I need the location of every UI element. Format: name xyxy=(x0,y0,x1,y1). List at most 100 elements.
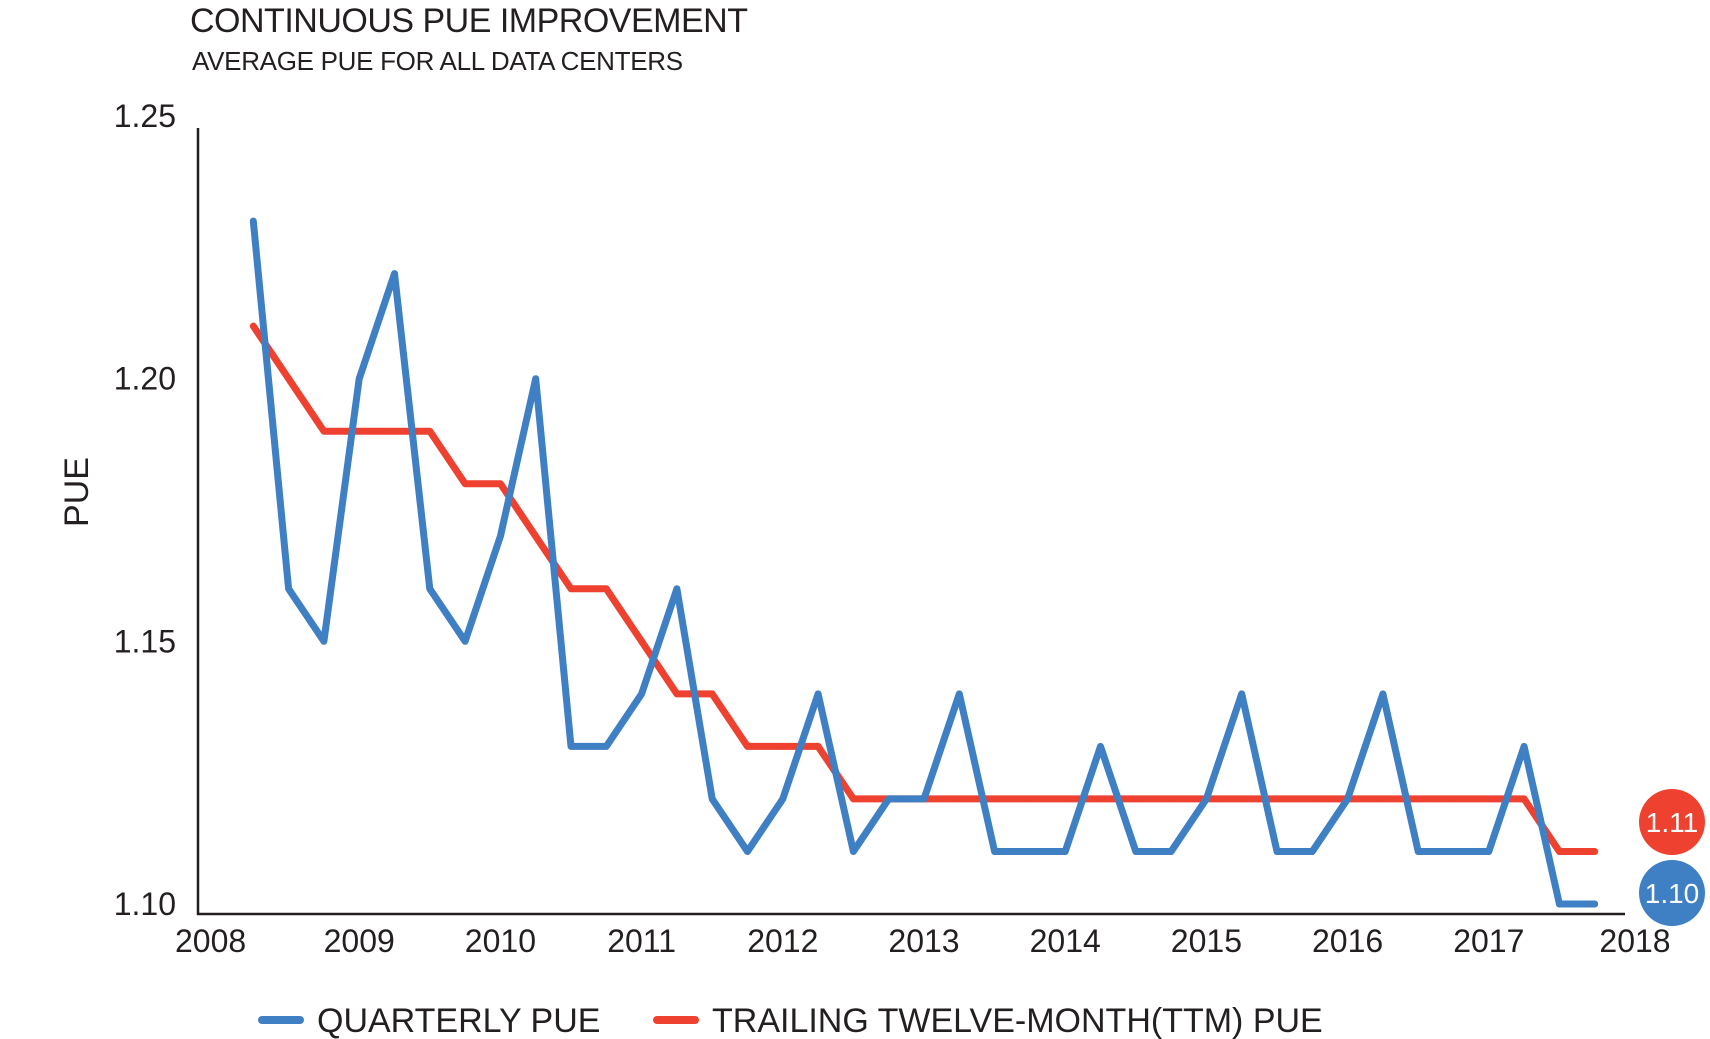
badge-label: 1.10 xyxy=(1645,878,1700,909)
data-point xyxy=(320,638,328,645)
data-point xyxy=(1344,795,1351,803)
data-point xyxy=(1591,848,1598,855)
x-axis-ticks: 2008 2009 2010 2011 2012 2013 2014 2015 2016 2017… xyxy=(175,923,1671,959)
x-tick-label: 2014 xyxy=(1030,923,1101,959)
x-tick-label: 2015 xyxy=(1171,923,1242,959)
chart-title: CONTINUOUS PUE IMPROVEMENT xyxy=(190,2,748,40)
data-point xyxy=(814,743,822,750)
data-point xyxy=(1132,848,1140,855)
badge-label: 1.11 xyxy=(1646,807,1698,838)
y-tick-label: 1.20 xyxy=(114,361,176,397)
data-point xyxy=(1062,795,1069,803)
data-point xyxy=(1520,743,1528,750)
data-point xyxy=(1132,795,1140,803)
data-point xyxy=(1485,795,1493,803)
data-point xyxy=(1591,900,1598,908)
y-tick-label: 1.10 xyxy=(114,886,176,922)
data-point xyxy=(744,743,751,750)
data-point xyxy=(673,585,681,592)
data-point xyxy=(532,375,539,382)
data-point xyxy=(1167,848,1175,855)
data-point xyxy=(426,585,433,592)
data-point xyxy=(1238,690,1245,698)
data-point xyxy=(1309,848,1316,855)
data-point xyxy=(991,795,998,803)
data-point xyxy=(1415,795,1422,803)
data-point xyxy=(567,585,575,592)
data-point xyxy=(1026,795,1034,803)
data-point xyxy=(638,690,645,698)
chart-legend: QUARTERLY PUE TRAILING TWELVE-MONTH(TTM) … xyxy=(258,1002,1323,1039)
data-point xyxy=(391,270,398,277)
data-point xyxy=(1273,848,1281,855)
y-tick-label: 1.25 xyxy=(114,98,176,134)
x-tick-label: 2018 xyxy=(1599,923,1670,959)
data-point xyxy=(603,743,610,750)
data-point xyxy=(1379,795,1387,803)
data-point xyxy=(285,375,292,382)
data-point xyxy=(567,743,575,750)
data-point xyxy=(1485,848,1493,855)
data-point xyxy=(885,795,892,803)
data-point xyxy=(1379,690,1387,698)
legend-label: TRAILING TWELVE-MONTH(TTM) PUE xyxy=(712,1002,1323,1039)
data-point xyxy=(497,533,504,540)
data-point xyxy=(1415,848,1422,855)
y-axis-ticks: 1.10 1.15 1.20 1.25 xyxy=(114,98,176,922)
chart-axes xyxy=(196,128,1625,916)
data-point xyxy=(461,480,469,487)
data-point xyxy=(1556,848,1563,855)
badge-trailing-twelve-month-ttm-pue: 1.11 xyxy=(1639,789,1705,855)
data-point xyxy=(1203,795,1210,803)
data-point xyxy=(461,638,469,645)
series-line-trailing-twelve-month-ttm-pue xyxy=(249,322,1599,855)
x-tick-label: 2009 xyxy=(324,923,395,959)
x-tick-label: 2008 xyxy=(175,923,246,959)
series-quarterly-pue xyxy=(249,217,1599,908)
data-point xyxy=(1062,848,1069,855)
data-point xyxy=(1026,848,1034,855)
data-point xyxy=(991,848,998,855)
data-point xyxy=(850,848,857,855)
x-tick-label: 2012 xyxy=(747,923,818,959)
end-value-badges: 1.11 1.10 xyxy=(1639,789,1705,926)
data-point xyxy=(814,690,822,698)
legend-item-trailing-twelve-month-ttm-pue: TRAILING TWELVE-MONTH(TTM) PUE xyxy=(653,1002,1323,1039)
data-point xyxy=(1238,795,1245,803)
x-tick-label: 2016 xyxy=(1312,923,1383,959)
data-point xyxy=(744,848,751,855)
data-point xyxy=(603,585,610,592)
data-point xyxy=(250,217,257,225)
data-point xyxy=(426,428,433,435)
data-point xyxy=(1273,795,1281,803)
data-point xyxy=(673,690,681,698)
x-tick-label: 2013 xyxy=(888,923,959,959)
chart-subtitle: AVERAGE PUE FOR ALL DATA CENTERS xyxy=(192,46,683,76)
data-point xyxy=(356,375,363,382)
data-point xyxy=(497,480,504,487)
badge-circle xyxy=(1639,860,1705,926)
data-point xyxy=(1450,795,1457,803)
series-layer xyxy=(249,217,1599,908)
data-point xyxy=(920,795,928,803)
data-point xyxy=(1309,795,1316,803)
data-point xyxy=(320,428,328,435)
y-axis-label: PUE xyxy=(58,457,96,527)
data-point xyxy=(1520,795,1528,803)
data-point xyxy=(1097,795,1104,803)
data-point xyxy=(285,585,292,592)
data-point xyxy=(779,795,786,803)
x-tick-label: 2011 xyxy=(607,923,676,959)
data-point xyxy=(956,690,963,698)
data-point xyxy=(1556,900,1563,908)
y-tick-label: 1.15 xyxy=(114,623,176,659)
data-point xyxy=(709,795,716,803)
data-point xyxy=(638,638,645,645)
data-point xyxy=(850,795,857,803)
data-point xyxy=(391,428,398,435)
data-point xyxy=(532,533,539,540)
x-tick-label: 2017 xyxy=(1453,923,1524,959)
series-trailing-twelve-month-ttm-pue xyxy=(249,322,1599,855)
badge-circle xyxy=(1639,789,1705,855)
